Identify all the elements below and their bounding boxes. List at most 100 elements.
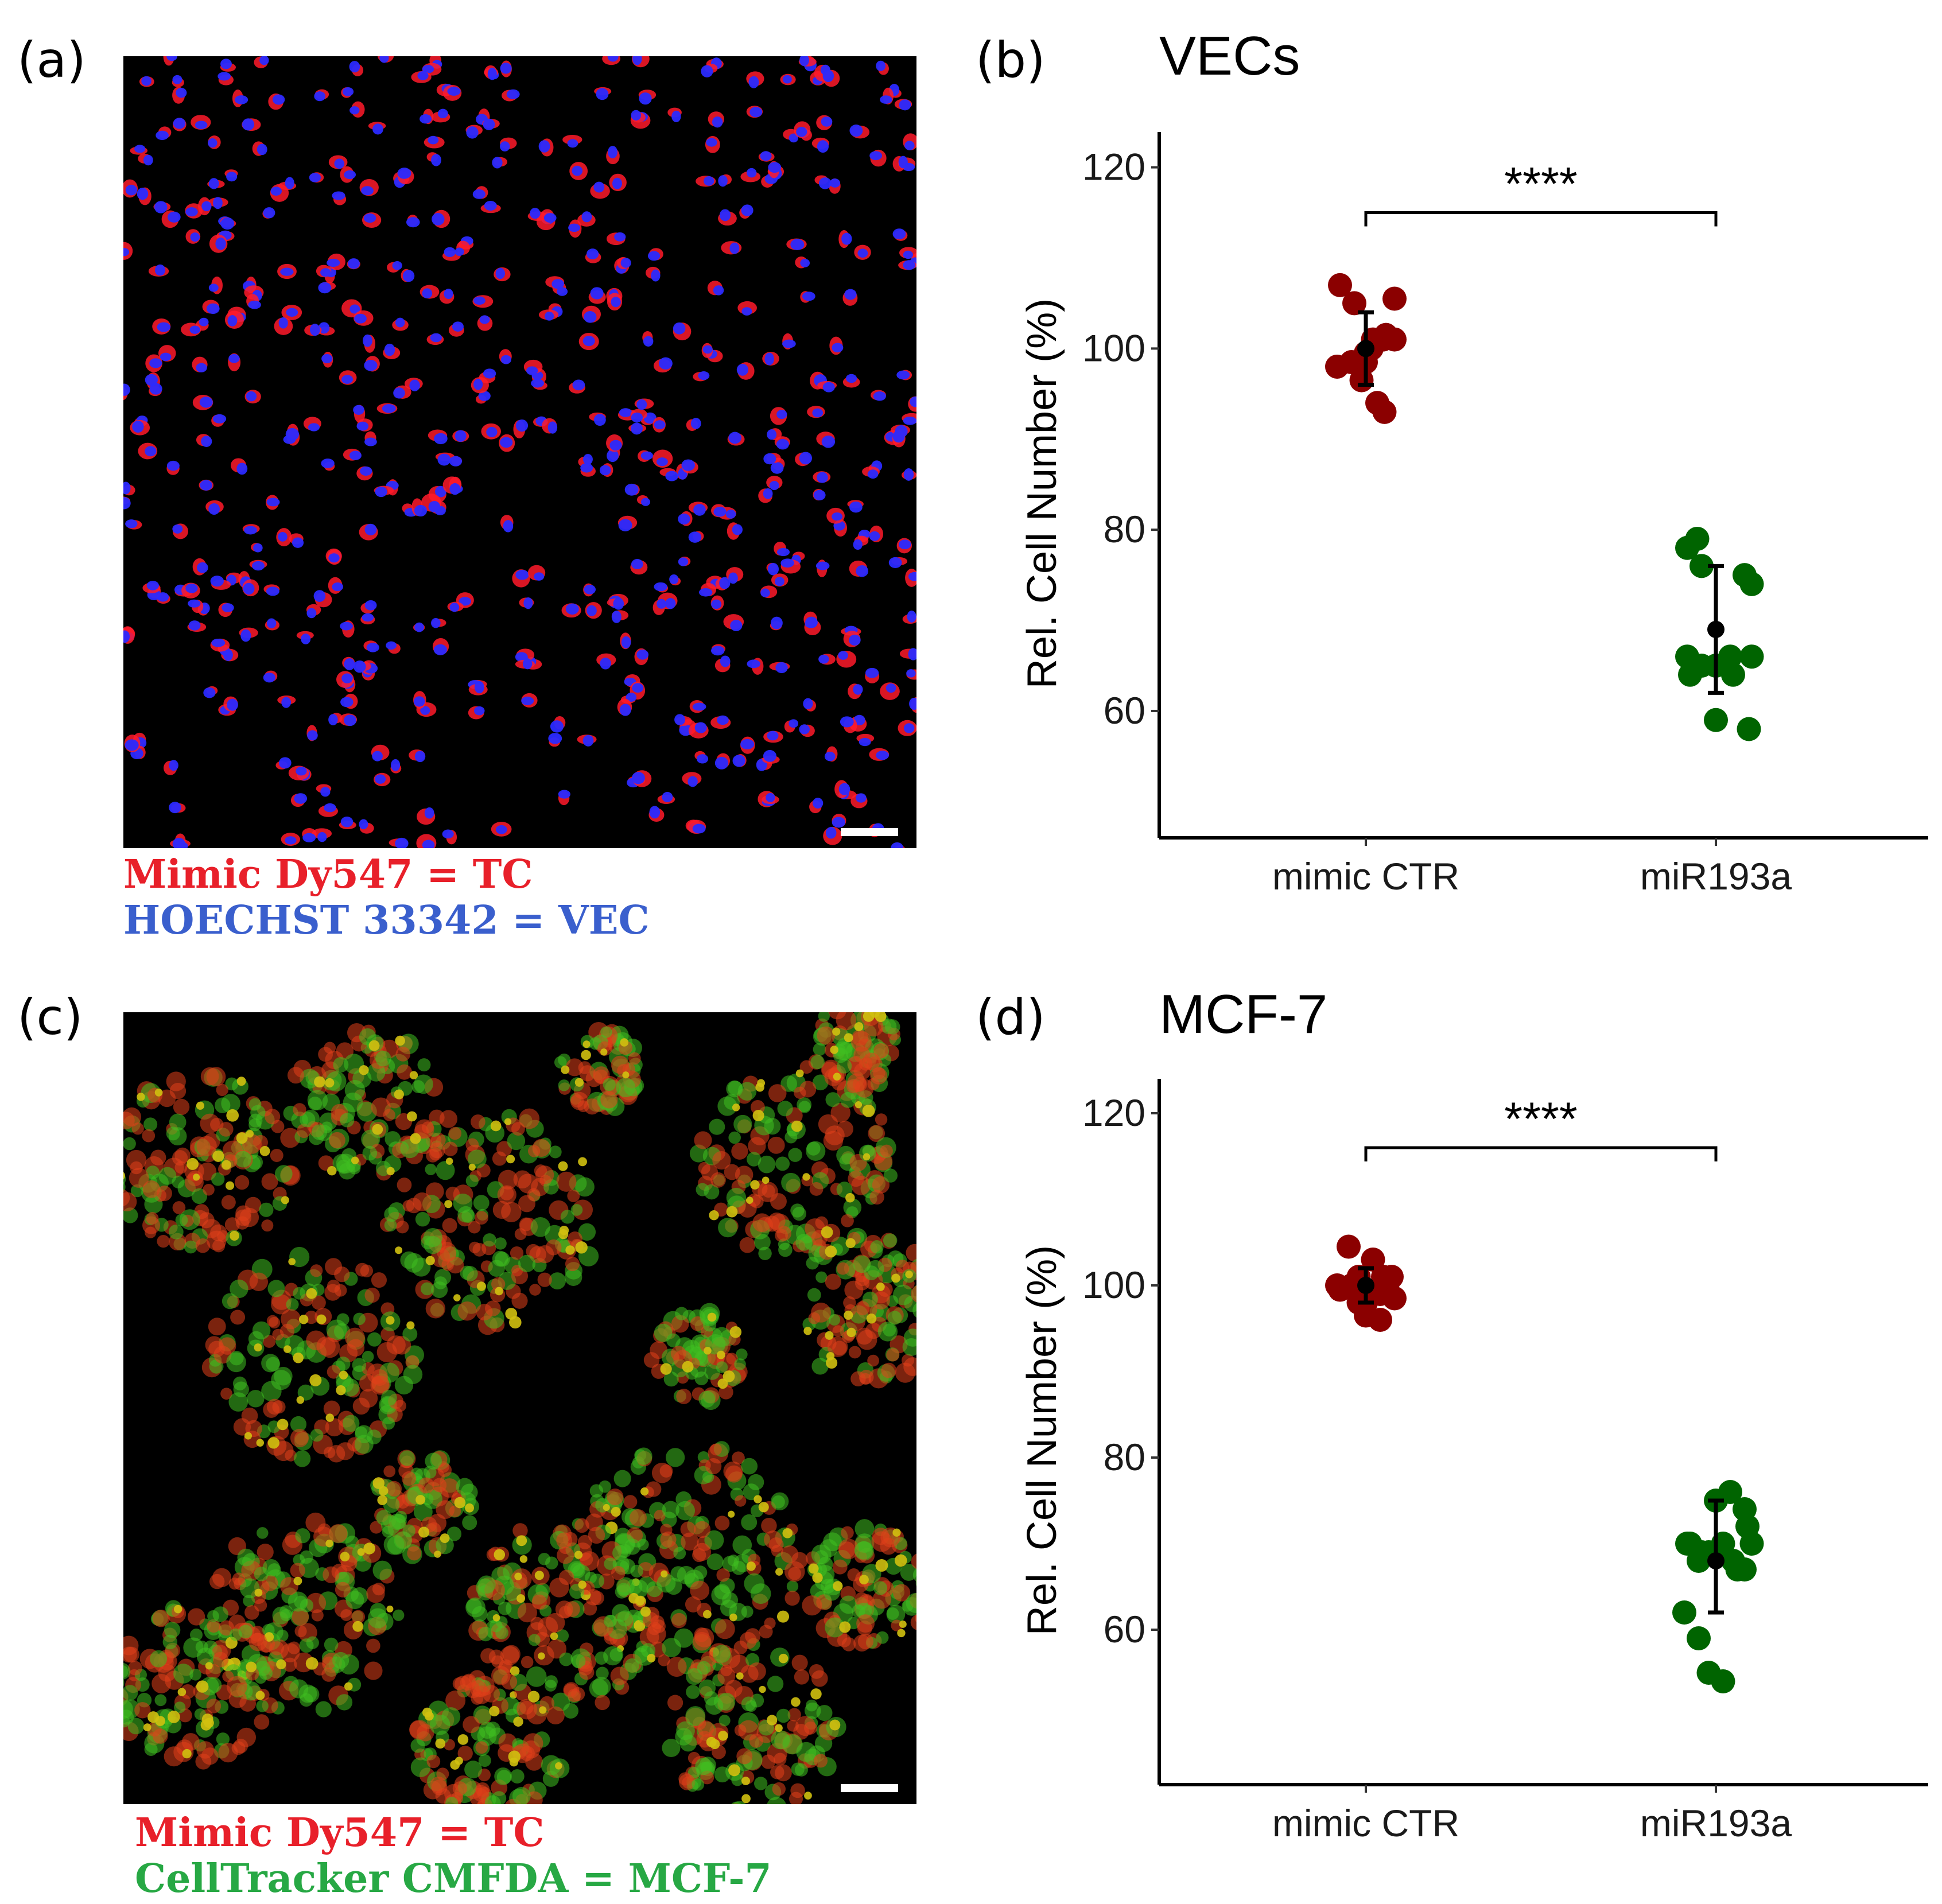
cell-nucleus xyxy=(473,296,486,305)
cell xyxy=(375,1050,391,1067)
bright-cell xyxy=(305,1657,319,1670)
cell xyxy=(867,1354,879,1367)
cell xyxy=(745,1700,757,1712)
cell-nucleus xyxy=(544,312,554,321)
bright-cell xyxy=(855,1101,863,1109)
cell-nucleus xyxy=(903,468,914,481)
cell xyxy=(795,1234,813,1251)
bright-cell xyxy=(758,1502,769,1513)
bright-cell xyxy=(386,1316,395,1325)
cell-nucleus xyxy=(582,454,593,465)
cell xyxy=(556,1629,569,1642)
cell xyxy=(234,1151,251,1168)
cell xyxy=(518,1254,536,1272)
cell xyxy=(616,1077,636,1098)
cell xyxy=(789,1792,803,1804)
cell xyxy=(825,1617,845,1638)
cell xyxy=(158,1167,177,1185)
cell-nucleus xyxy=(584,584,596,594)
cell-nucleus xyxy=(428,135,439,145)
cell-nucleus xyxy=(776,547,790,557)
cell-nucleus xyxy=(321,353,333,364)
cell xyxy=(778,1238,790,1250)
cell xyxy=(724,1164,740,1180)
cell xyxy=(156,1186,172,1202)
cell-nucleus xyxy=(495,825,507,834)
cell-nucleus xyxy=(534,572,545,581)
cell xyxy=(557,1546,574,1564)
cell xyxy=(272,1400,286,1414)
bright-cell xyxy=(578,1157,587,1167)
cell xyxy=(382,1525,394,1538)
bright-cell xyxy=(293,1353,304,1363)
cell xyxy=(371,1272,387,1288)
cell-nucleus xyxy=(201,436,212,447)
cell-nucleus xyxy=(391,759,401,771)
cell xyxy=(794,1086,806,1099)
cell xyxy=(728,1131,741,1144)
bright-cell xyxy=(336,1385,346,1396)
cell xyxy=(230,1279,248,1299)
data-point xyxy=(1689,554,1714,578)
cell-nucleus xyxy=(459,597,471,606)
bright-cell xyxy=(891,1273,900,1283)
cell-nucleus xyxy=(551,279,564,289)
cell xyxy=(698,1390,716,1408)
cell-nucleus xyxy=(593,181,605,193)
cell-nucleus xyxy=(309,324,320,336)
bright-cell xyxy=(229,1230,239,1241)
cell-nucleus xyxy=(428,500,441,512)
cell xyxy=(570,1204,583,1216)
cell-nucleus xyxy=(185,583,198,593)
cell xyxy=(483,1233,496,1247)
cell xyxy=(410,1738,425,1753)
cell-nucleus xyxy=(845,374,857,383)
cell-nucleus xyxy=(825,827,837,839)
cell-nucleus xyxy=(382,404,396,413)
cell xyxy=(294,1625,307,1638)
cell-nucleus xyxy=(690,418,701,429)
cell xyxy=(232,1376,247,1390)
cell xyxy=(211,1172,225,1186)
cell xyxy=(436,1536,454,1555)
cell-nucleus xyxy=(593,414,606,426)
cell-nucleus xyxy=(732,524,743,535)
cell xyxy=(895,1362,915,1383)
bright-cell xyxy=(454,1497,466,1509)
cell-nucleus xyxy=(775,662,788,674)
cell xyxy=(335,1582,351,1598)
cell-nucleus xyxy=(317,831,327,842)
cell-nucleus xyxy=(608,146,618,158)
cell xyxy=(856,1614,875,1633)
cell-nucleus xyxy=(704,176,714,186)
cell-nucleus xyxy=(466,126,479,139)
cell xyxy=(727,1555,740,1567)
cell xyxy=(404,1253,424,1273)
cell xyxy=(376,1342,397,1363)
bright-cell xyxy=(510,1666,520,1676)
cell xyxy=(867,1260,884,1278)
bright-cell xyxy=(410,1133,421,1144)
cell-nucleus xyxy=(856,793,867,803)
cell xyxy=(457,1746,473,1761)
cell xyxy=(696,1183,709,1196)
cell xyxy=(873,1043,889,1059)
cell xyxy=(473,1195,490,1211)
cell-nucleus xyxy=(395,837,409,848)
cell-nucleus xyxy=(789,133,799,143)
cell-nucleus xyxy=(526,366,538,375)
cell-nucleus xyxy=(770,462,784,474)
cell xyxy=(714,1766,731,1783)
cell xyxy=(786,1580,799,1592)
cell xyxy=(212,1568,232,1587)
cell xyxy=(781,1172,801,1192)
significance-label: **** xyxy=(1504,158,1578,211)
cell xyxy=(814,1754,828,1768)
cell-nucleus xyxy=(711,646,725,656)
cell-nucleus xyxy=(447,87,461,96)
bright-cell xyxy=(899,1620,907,1628)
y-tick-label: 80 xyxy=(1104,1436,1145,1478)
cell xyxy=(418,1477,434,1494)
cell-nucleus xyxy=(199,397,213,408)
cell xyxy=(386,1481,402,1497)
